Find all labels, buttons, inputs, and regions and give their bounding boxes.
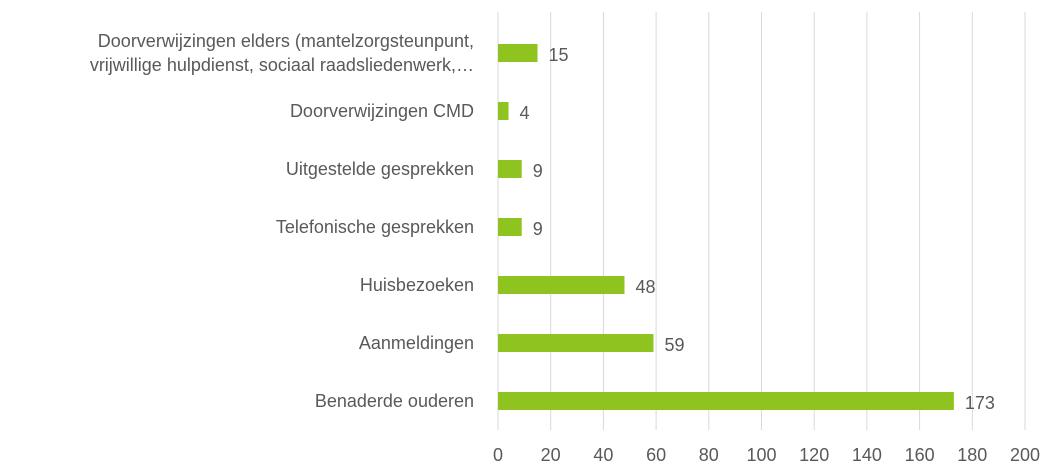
category-label: Doorverwijzingen CMD: [289, 101, 474, 121]
x-tick-label: 40: [593, 445, 613, 465]
category-label: Telefonische gesprekken: [275, 217, 474, 237]
x-tick-label: 160: [905, 445, 935, 465]
bar: [498, 334, 654, 352]
bar: [498, 218, 522, 236]
value-label: 173: [965, 393, 995, 413]
x-tick-label: 120: [799, 445, 829, 465]
value-label: 9: [533, 161, 543, 181]
x-tick-label: 200: [1010, 445, 1040, 465]
value-label: 4: [520, 103, 530, 123]
x-tick-label: 180: [957, 445, 987, 465]
x-tick-label: 0: [493, 445, 503, 465]
bar: [498, 102, 509, 120]
value-label: 15: [549, 45, 569, 65]
x-tick-label: 140: [852, 445, 882, 465]
category-label: Doorverwijzingen elders (mantelzorgsteun…: [89, 31, 474, 75]
value-label: 9: [533, 219, 543, 239]
bar: [498, 160, 522, 178]
x-tick-label: 100: [746, 445, 776, 465]
value-label: 59: [664, 335, 684, 355]
category-label: Benaderde ouderen: [314, 391, 474, 411]
category-label: Huisbezoeken: [359, 275, 474, 295]
bar: [498, 276, 625, 294]
x-tick-label: 20: [541, 445, 561, 465]
category-label: Aanmeldingen: [358, 333, 474, 353]
x-tick-label: 60: [646, 445, 666, 465]
category-label: Uitgestelde gesprekken: [285, 159, 474, 179]
x-tick-label: 80: [699, 445, 719, 465]
value-label: 48: [635, 277, 655, 297]
bar: [498, 44, 538, 62]
bar: [498, 392, 954, 410]
